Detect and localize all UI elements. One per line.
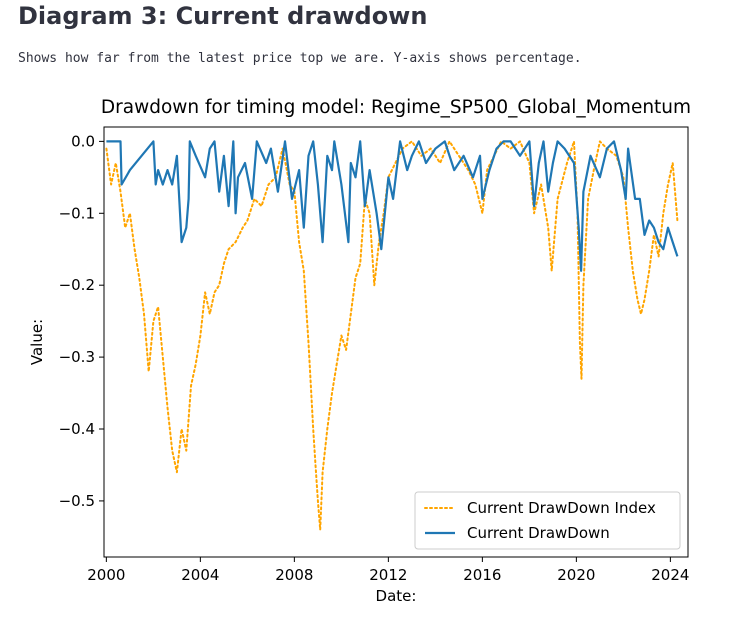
series-line-1 bbox=[106, 140, 679, 272]
x-tick-label: 2016 bbox=[463, 566, 501, 584]
series-layer bbox=[105, 140, 679, 531]
chart-title: Drawdown for timing model: Regime_SP500_… bbox=[101, 97, 691, 118]
page-heading: Diagram 3: Current drawdown bbox=[18, 2, 428, 30]
y-tick-label: −0.3 bbox=[59, 348, 95, 366]
x-axis-label: Date: bbox=[376, 587, 417, 605]
series-line-0 bbox=[105, 140, 679, 531]
y-tick-label: −0.1 bbox=[59, 204, 95, 222]
legend-label-0: Current DrawDown Index bbox=[467, 499, 656, 517]
y-tick-label: −0.2 bbox=[59, 276, 95, 294]
chart-legend: Current DrawDown Index Current DrawDown bbox=[414, 491, 681, 550]
drawdown-chart: Drawdown for timing model: Regime_SP500_… bbox=[28, 97, 691, 605]
y-tick-label: −0.4 bbox=[59, 420, 95, 438]
x-tick-label: 2008 bbox=[275, 566, 313, 584]
x-tick-label: 2024 bbox=[651, 566, 689, 584]
axes-frame bbox=[103, 126, 689, 558]
y-axis-label: Value: bbox=[28, 319, 46, 365]
y-tick-label: 0.0 bbox=[71, 132, 95, 150]
legend-label-1: Current DrawDown bbox=[467, 524, 610, 542]
x-tick-label: 2000 bbox=[87, 566, 125, 584]
x-tick-label: 2004 bbox=[181, 566, 219, 584]
x-tick-label: 2020 bbox=[557, 566, 595, 584]
y-tick-label: −0.5 bbox=[59, 492, 95, 510]
page-description: Shows how far from the latest price top … bbox=[18, 51, 582, 66]
y-axis: 0.0 −0.1 −0.2 −0.3 −0.4 −0.5 bbox=[59, 132, 104, 510]
legend-box bbox=[414, 491, 681, 550]
x-tick-label: 2012 bbox=[369, 566, 407, 584]
x-axis: 2000 2004 2008 2012 2016 2020 2024 bbox=[87, 557, 689, 584]
